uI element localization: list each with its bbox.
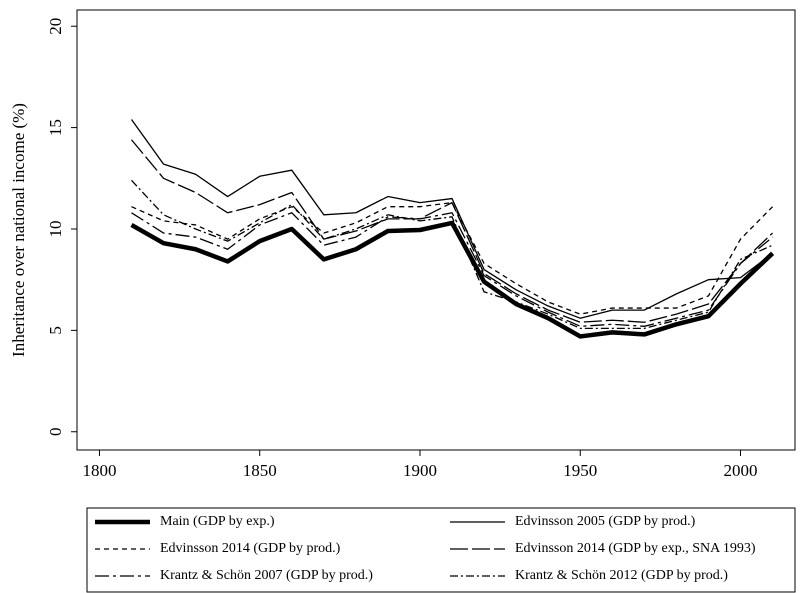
plot-frame	[76, 9, 796, 451]
legend-label: Krantz & Schön 2007 (GDP by prod.)	[160, 568, 373, 583]
x-tick-label: 1950	[563, 461, 597, 480]
series-line	[130, 139, 774, 323]
y-tick-label: 10	[46, 220, 65, 237]
y-axis-label: Inheritance over national income (%)	[9, 103, 28, 357]
x-tick-label: 1850	[243, 461, 277, 480]
series-line	[131, 179, 773, 329]
series-line	[131, 201, 774, 315]
legend-label: Main (GDP by exp.)	[160, 514, 275, 529]
legend: Main (GDP by exp.) Edvinsson 2005 (GDP by…	[95, 514, 756, 583]
x-tick-label: 1800	[82, 461, 116, 480]
y-tick-label: 5	[46, 326, 65, 335]
series-line	[130, 220, 775, 339]
x-tick-label: 1900	[403, 461, 437, 480]
legend-label: Edvinsson 2005 (GDP by prod.)	[515, 514, 696, 529]
x-tick-label: 2000	[724, 461, 758, 480]
y-tick-label: 15	[46, 119, 65, 136]
series-line	[131, 212, 773, 327]
y-tick-label: 20	[46, 18, 65, 35]
legend-label: Edvinsson 2014 (GDP by exp., SNA 1993)	[515, 541, 756, 556]
legend-frame	[86, 507, 796, 593]
series-line	[130, 119, 773, 319]
y-tick-label: 0	[46, 428, 65, 437]
legend-label: Krantz & Schön 2012 (GDP by prod.)	[515, 568, 728, 583]
legend-label: Edvinsson 2014 (GDP by prod.)	[160, 541, 341, 556]
